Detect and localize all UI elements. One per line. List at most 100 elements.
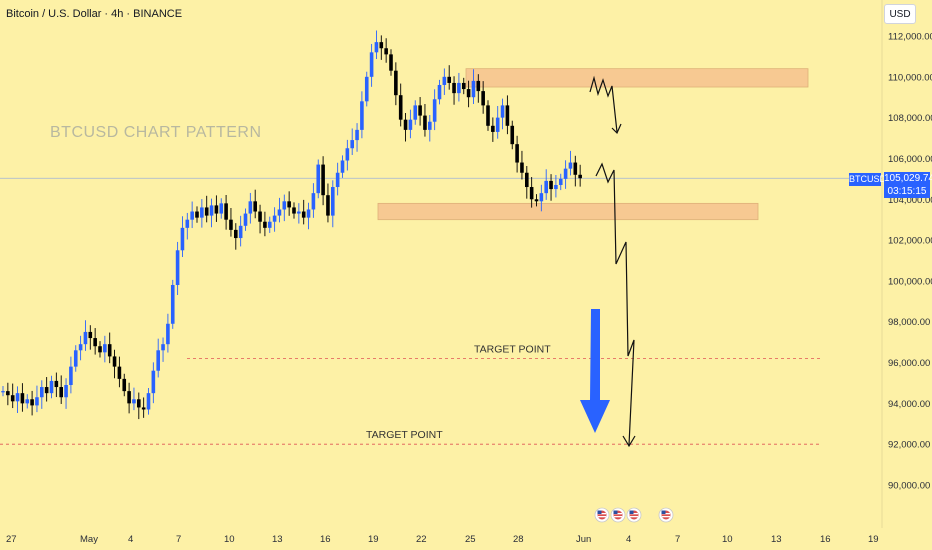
candle-body bbox=[549, 180, 553, 190]
us-flag-event-icon bbox=[630, 513, 638, 515]
x-tick-label: 7 bbox=[675, 534, 680, 545]
candle-body bbox=[54, 380, 59, 388]
candle-body bbox=[127, 391, 131, 404]
last-price-value: 105,029.74 bbox=[884, 173, 932, 184]
candle-body bbox=[447, 76, 451, 83]
arrow-head bbox=[611, 123, 622, 135]
last-price-label: 105,029.74 03:15:15 bbox=[884, 172, 932, 198]
candle-body bbox=[263, 221, 267, 228]
candle-body bbox=[103, 344, 107, 353]
candle-body bbox=[491, 125, 495, 132]
candle-body bbox=[69, 366, 73, 385]
x-tick-label: 19 bbox=[368, 534, 379, 545]
candle-body bbox=[360, 101, 364, 130]
candle-body bbox=[40, 387, 44, 398]
blue-down-arrow-icon bbox=[580, 309, 610, 433]
candle-body bbox=[248, 201, 253, 214]
candle-body bbox=[83, 331, 88, 345]
economic-event-icons[interactable] bbox=[594, 507, 674, 523]
candle-body bbox=[44, 387, 49, 394]
us-flag-event-icon bbox=[598, 516, 606, 518]
candle-body bbox=[539, 193, 544, 202]
candle-body bbox=[544, 180, 548, 194]
candle-body bbox=[379, 42, 384, 49]
y-tick-label: 112,000.00 bbox=[888, 32, 932, 43]
candle-body bbox=[350, 140, 354, 149]
candle-body bbox=[306, 209, 311, 218]
chart-title: Bitcoin / U.S. Dollar · 4h · BINANCE bbox=[6, 8, 183, 20]
candle-body bbox=[297, 211, 301, 214]
us-flag-event-icon bbox=[662, 516, 670, 518]
candle-body bbox=[272, 215, 277, 222]
candle-body bbox=[190, 211, 194, 220]
candle-body bbox=[282, 201, 287, 210]
candle-body bbox=[408, 119, 413, 130]
candle-body bbox=[229, 219, 233, 230]
candle-body bbox=[316, 164, 321, 194]
candle-body bbox=[355, 129, 359, 141]
candle-body bbox=[219, 203, 224, 214]
x-tick-label: 16 bbox=[820, 534, 831, 545]
candle-body bbox=[321, 164, 325, 196]
candle-body bbox=[234, 229, 238, 239]
candle-body bbox=[442, 76, 447, 85]
candle-body bbox=[175, 250, 180, 285]
us-flag-event-icon bbox=[661, 510, 666, 514]
candle-body bbox=[287, 201, 291, 208]
x-tick-label: 10 bbox=[224, 534, 235, 545]
x-tick-label: 19 bbox=[868, 534, 879, 545]
candle-body bbox=[345, 148, 350, 161]
candle-body bbox=[394, 70, 398, 96]
candle-body bbox=[558, 178, 563, 185]
candle-body bbox=[554, 184, 558, 190]
candle-body bbox=[224, 203, 228, 220]
candle-body bbox=[486, 105, 490, 126]
y-tick-label: 94,000.00 bbox=[888, 399, 930, 410]
candle-body bbox=[243, 213, 248, 226]
candle-body bbox=[461, 82, 466, 90]
candle-body bbox=[258, 211, 262, 222]
price-axis[interactable]: 112,000.00 110,000.00 108,000.00 106,000.00… bbox=[888, 32, 932, 492]
candle-body bbox=[428, 121, 432, 130]
candle-body bbox=[520, 162, 524, 173]
y-tick-label: 110,000.00 bbox=[888, 72, 932, 83]
resistance-zone bbox=[465, 68, 809, 88]
candle-body bbox=[204, 207, 209, 216]
y-tick-label: 104,000.00 bbox=[888, 195, 932, 206]
time-axis[interactable]: 27 May 4 7 10 13 16 19 22 25 28 Jun 4 7 10 13 16 19 bbox=[6, 534, 879, 545]
x-tick-label: 13 bbox=[272, 534, 283, 545]
target-label: TARGET POINT bbox=[366, 429, 443, 441]
candle-body bbox=[471, 80, 476, 98]
candle-body bbox=[122, 378, 127, 392]
candle-body bbox=[141, 407, 146, 410]
candle-body bbox=[15, 393, 20, 402]
candle-body bbox=[49, 380, 54, 394]
candle-body bbox=[146, 393, 151, 410]
candle-body bbox=[93, 338, 97, 347]
candle-body bbox=[185, 219, 190, 228]
candle-body bbox=[510, 125, 515, 145]
currency-button[interactable]: USD bbox=[884, 4, 916, 24]
candle-body bbox=[107, 344, 112, 357]
candle-body bbox=[180, 227, 185, 251]
us-flag-event-icon bbox=[613, 510, 618, 514]
y-tick-label: 98,000.00 bbox=[888, 317, 930, 328]
candle-body bbox=[195, 211, 199, 218]
candle-body bbox=[98, 346, 102, 353]
candle-body bbox=[20, 393, 25, 404]
candle-body bbox=[6, 391, 10, 396]
candle-body bbox=[292, 207, 296, 214]
candle-body bbox=[505, 105, 510, 126]
candle-body bbox=[112, 356, 117, 367]
us-flag-event-icon bbox=[597, 510, 602, 514]
candle-body bbox=[432, 99, 437, 122]
candle-body bbox=[170, 284, 175, 324]
candle-body bbox=[64, 384, 68, 398]
candle-body bbox=[534, 199, 539, 202]
us-flag-event-icon bbox=[629, 510, 634, 514]
candle-body bbox=[476, 80, 481, 92]
candle-body bbox=[277, 209, 282, 216]
x-tick-label: 27 bbox=[6, 534, 17, 545]
